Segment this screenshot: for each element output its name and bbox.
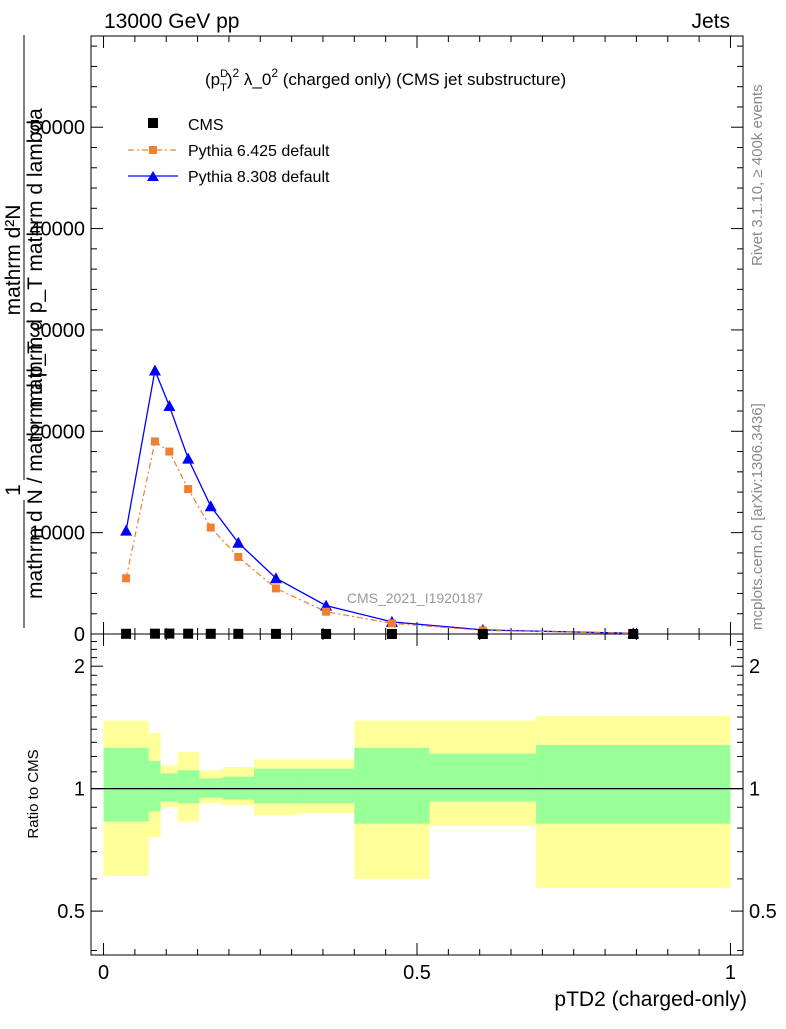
main-ytick-label: 10000 — [29, 523, 85, 545]
pythia8-point — [204, 500, 217, 512]
ratio-bands — [103, 715, 731, 888]
pythia6-point — [322, 607, 331, 616]
cms-point — [270, 628, 281, 639]
pythia6-point — [122, 574, 131, 583]
pythia8-point — [182, 452, 195, 464]
header-jets: Jets — [691, 10, 730, 33]
ratio-band-inner — [354, 747, 430, 824]
cms-point — [205, 628, 216, 639]
ratio-band-inner — [160, 773, 178, 802]
pythia8-point — [148, 364, 161, 376]
main-ylabel: mathrm d²N mathrm d p_T mathrm d lambda … — [2, 35, 47, 628]
pythia6-point — [387, 619, 396, 628]
legend-marker-pythia6 — [149, 146, 157, 154]
main-ytick-label: 0 — [74, 624, 85, 646]
cms-point — [477, 628, 488, 639]
rivet-version-label: Rivet 3.1.10, ≥ 400k events — [749, 84, 766, 266]
pythia8-point — [232, 536, 245, 548]
pythia6-point — [234, 552, 243, 561]
xtick-label: 1 — [725, 962, 736, 984]
ratio-band-inner — [254, 768, 298, 804]
ratio-ytick-label: 0.5 — [57, 901, 85, 923]
main-ytick-label: 40000 — [29, 219, 85, 241]
ratio-ytick-label-right: 0.5 — [749, 901, 777, 923]
legend-marker-pythia8 — [147, 171, 159, 181]
analysis-watermark: CMS_2021_I1920187 — [347, 590, 483, 606]
x-axis-label: pTD2 (charged-only) — [554, 988, 747, 1011]
cms-point — [183, 628, 194, 639]
cms-point — [628, 628, 639, 639]
legend-marker-cms — [148, 118, 158, 128]
cms-point — [121, 628, 132, 639]
pythia6-point — [206, 523, 215, 532]
pythia8-point — [269, 572, 282, 584]
cms-point — [149, 628, 160, 639]
pythia6-point — [150, 437, 159, 446]
ratio-band-inner — [297, 768, 355, 804]
ylabel-upper-denominator: mathrm d p_T mathrm d lambda — [24, 108, 47, 408]
xtick-label: 0.5 — [403, 962, 431, 984]
ratio-band-inner — [199, 778, 223, 798]
ratio-ytick-label-right: 1 — [749, 779, 760, 801]
main-ytick-label: 30000 — [29, 320, 85, 342]
ratio-ytick-label-right: 2 — [749, 656, 760, 678]
cms-point — [321, 628, 332, 639]
legend-label-pythia8: Pythia 8.308 default — [188, 169, 330, 186]
header-energy: 13000 GeV pp — [104, 10, 239, 33]
pythia6-point — [184, 485, 193, 494]
mcplots-label: mcplots.cern.ch [arXiv:1306.3436] — [749, 403, 766, 630]
main-ytick-label: 50000 — [29, 117, 85, 139]
pythia6-point — [271, 584, 280, 593]
cms-point — [233, 628, 244, 639]
plot-title: (pD T)2 λ_02 (charged only) (CMS jet subs… — [205, 66, 566, 94]
legend: CMS Pythia 6.425 default Pythia 8.308 de… — [128, 117, 330, 186]
ratio-ytick-label: 1 — [74, 779, 85, 801]
pythia8-point — [120, 524, 133, 536]
ratio-band-inner — [429, 753, 537, 802]
ylabel-numerator: mathrm d²N — [2, 205, 25, 316]
ylabel-one: 1 — [2, 484, 25, 496]
legend-label-pythia6: Pythia 6.425 default — [188, 143, 330, 160]
ratio-band-inner — [148, 760, 161, 812]
main-ytick-label: 20000 — [29, 421, 85, 443]
cms-point — [386, 628, 397, 639]
ylabel-dn-dpt: mathrm d N / mathrm d p_T — [24, 341, 47, 599]
pythia6-point — [165, 447, 174, 456]
cms-point — [164, 628, 175, 639]
series-layer — [120, 364, 640, 639]
ratio-ylabel: Ratio to CMS — [25, 749, 42, 838]
ratio-band-inner — [177, 770, 200, 804]
ratio-band-inner — [103, 747, 149, 822]
legend-label-cms: CMS — [188, 117, 224, 134]
ratio-band-inner — [536, 745, 731, 824]
ratio-ytick-label: 2 — [74, 656, 85, 678]
xtick-label: 0 — [98, 962, 109, 984]
pythia8-point — [163, 399, 176, 411]
